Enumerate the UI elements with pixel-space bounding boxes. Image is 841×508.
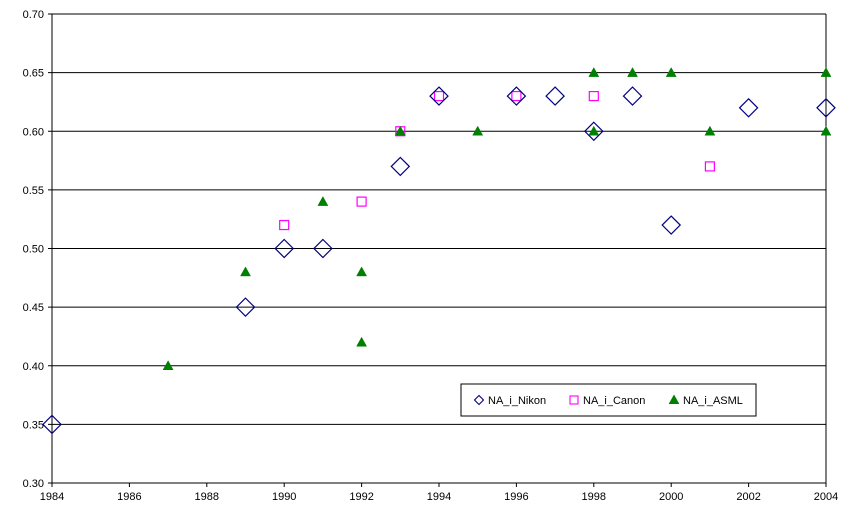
na-i-asml-point-10 <box>665 67 677 77</box>
na-i-canon-point-4 <box>511 90 522 102</box>
legend-label-na-i-nikon: NA_i_Nikon <box>488 395 546 407</box>
na-i-nikon-point-6 <box>506 86 527 106</box>
legend-marker-na-i-asml <box>668 394 680 404</box>
na-i-asml-point-4 <box>356 336 368 347</box>
legend: NA_i_Nikon NA_i_Canon NA_i_ASML <box>460 383 757 417</box>
na-i-asml-point-5 <box>394 125 406 136</box>
y-tick-label: 0.35 <box>23 419 44 431</box>
x-tick-label: 2002 <box>736 491 760 503</box>
na-i-nikon-point-9 <box>622 86 643 106</box>
na-i-asml-point-8 <box>588 125 600 136</box>
na-i-canon-point-6 <box>704 161 716 172</box>
y-tick-label: 0.65 <box>23 68 44 80</box>
na-i-asml-point-12 <box>820 67 832 77</box>
na-i-nikon-point-12 <box>816 97 836 118</box>
gridlines <box>52 13 826 484</box>
na-i-asml-point-13 <box>820 125 832 136</box>
x-tick-label: 1998 <box>582 491 606 503</box>
x-tick-label: 1986 <box>117 491 141 503</box>
legend-marker-na-i-canon <box>569 395 579 405</box>
na-i-asml-point-3 <box>356 266 368 277</box>
y-tick-label: 0.30 <box>23 478 44 490</box>
y-axis-tick-labels: 0.30 0.35 0.40 0.45 0.50 0.55 0.60 0.65 0.70 <box>23 9 44 490</box>
y-tick-label: 0.45 <box>23 302 44 314</box>
na-i-nikon-point-0 <box>42 414 62 435</box>
na-i-canon-point-3 <box>433 90 445 102</box>
na-i-canon-point-5 <box>588 90 599 102</box>
na-i-asml-point-0 <box>162 360 174 370</box>
na-i-nikon-point-11 <box>738 97 759 118</box>
data-points <box>42 67 836 435</box>
legend-label-na-i-canon: NA_i_Canon <box>583 395 645 407</box>
y-tick-label: 0.70 <box>23 9 44 21</box>
na-i-asml-point-7 <box>588 67 600 77</box>
x-axis-tick-labels: 1984 1986 1988 1990 1992 1994 1996 1998 2000 2002… <box>40 491 838 503</box>
legend-label-na-i-asml: NA_i_ASML <box>683 395 743 407</box>
y-tick-label: 0.50 <box>23 244 44 256</box>
legend-box <box>460 383 757 417</box>
x-tick-label: 1984 <box>40 491 64 503</box>
na-i-nikon-point-8 <box>583 121 604 142</box>
na-i-nikon-point-7 <box>545 86 565 106</box>
legend-marker-na-i-nikon <box>473 394 485 406</box>
na-i-asml-point-6 <box>472 125 484 136</box>
na-i-nikon-point-1 <box>235 297 256 317</box>
x-tick-label: 1990 <box>272 491 296 503</box>
na-i-asml-point-1 <box>240 266 251 277</box>
y-tick-label: 0.40 <box>23 361 44 373</box>
na-i-canon-point-0 <box>279 219 290 231</box>
x-tick-label: 2000 <box>659 491 683 503</box>
na-i-asml-point-2 <box>317 196 329 206</box>
x-tick-label: 1992 <box>349 491 373 503</box>
axes <box>48 13 827 487</box>
na-i-nikon-point-3 <box>313 238 333 259</box>
y-tick-label: 0.60 <box>23 126 44 138</box>
na-i-nikon-point-10 <box>661 215 682 235</box>
x-tick-label: 1996 <box>504 491 528 503</box>
x-tick-label: 1988 <box>195 491 219 503</box>
x-tick-label: 1994 <box>427 491 451 503</box>
na-i-nikon-point-2 <box>274 238 295 259</box>
x-tick-label: 2004 <box>814 491 838 503</box>
y-tick-label: 0.55 <box>23 185 44 197</box>
na-i-asml-point-11 <box>704 125 716 136</box>
na-i-asml-point-9 <box>627 67 638 77</box>
na-i-nikon-point-4 <box>390 156 411 177</box>
na-i-nikon-point-5 <box>429 86 449 106</box>
na-i-canon-point-1 <box>356 196 367 207</box>
